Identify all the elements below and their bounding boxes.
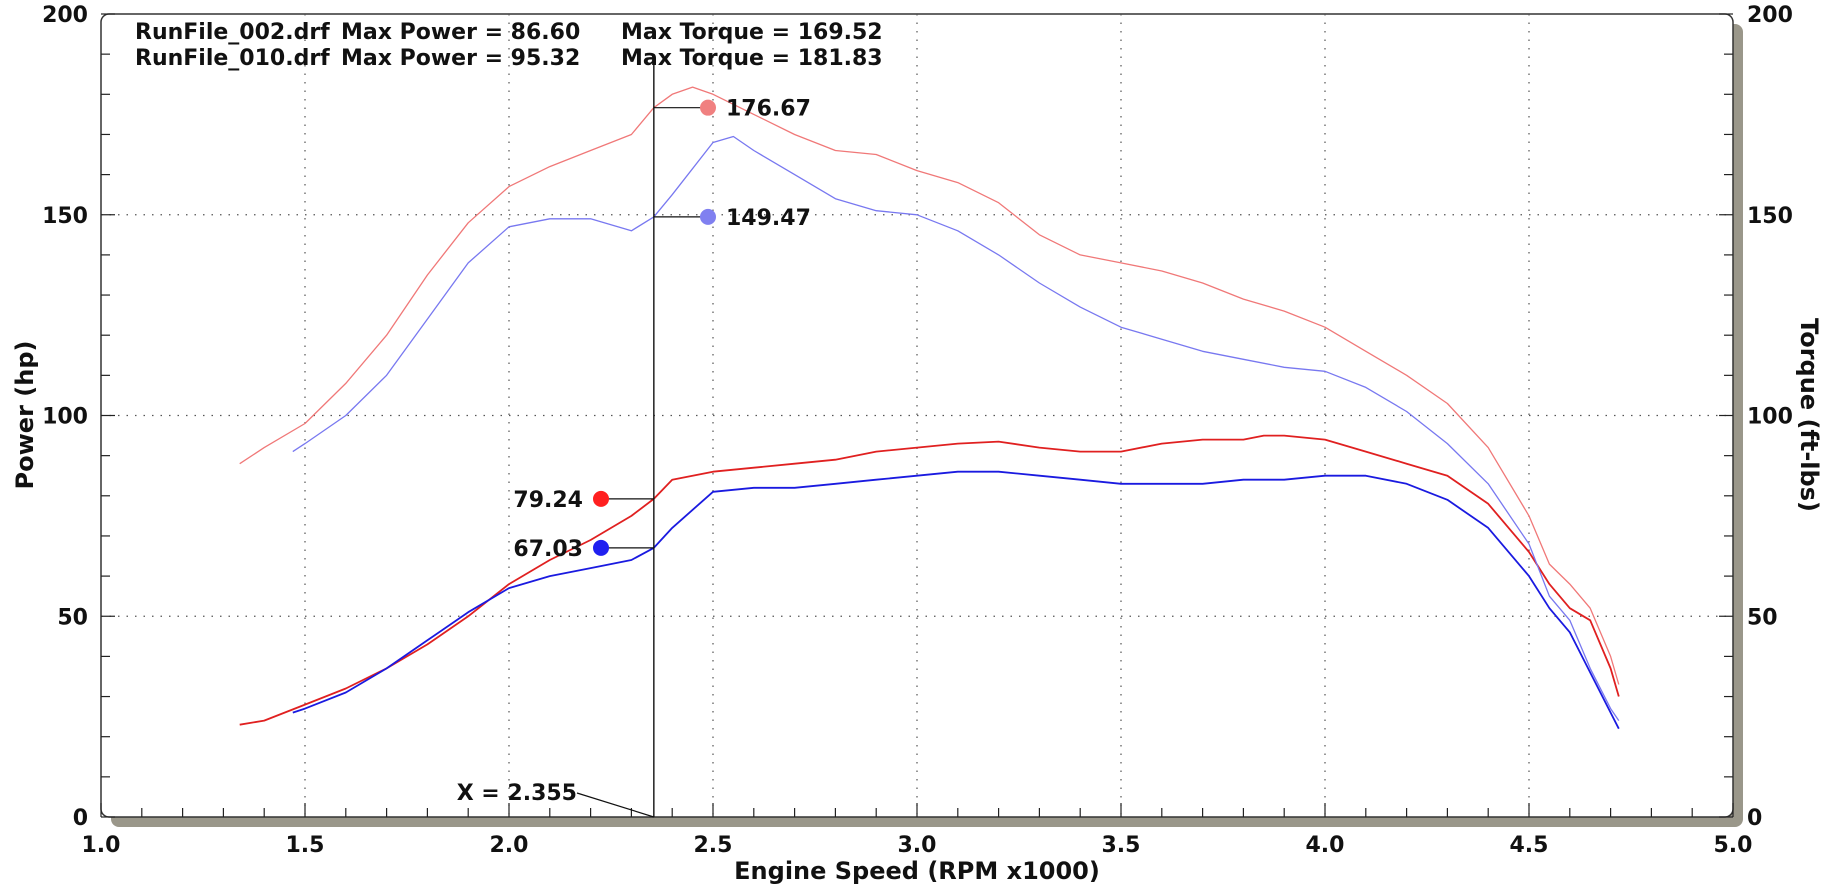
header-power-2: Max Power = 95.32 (341, 46, 580, 71)
series-line-torque_010 (239, 86, 1620, 685)
marker-dot (593, 490, 609, 507)
x-tick-label: 4.5 (1510, 833, 1549, 858)
cursor-group[interactable]: X = 2.355 (457, 62, 655, 818)
y-tick-label: 0 (73, 806, 88, 831)
series-line-torque_002 (292, 135, 1620, 721)
marker-dot (593, 539, 609, 556)
header-file-2: RunFile_010.drf (135, 46, 330, 71)
x-tick-label: 1.5 (286, 833, 325, 858)
y2-tick-label: 0 (1747, 806, 1762, 831)
y-tick-label: 100 (42, 405, 88, 430)
marker-dot (700, 208, 716, 225)
y2-tick-label: 50 (1747, 605, 1778, 630)
x-tick-label: 4.0 (1306, 833, 1345, 858)
marker-group: 176.67 149.47 79.24 67.03 (513, 97, 811, 562)
x-tick-label: 1.0 (82, 833, 121, 858)
header-torque-2: Max Torque = 181.83 (621, 46, 883, 71)
x-tick-label: 5.0 (1714, 833, 1753, 858)
marker-value-label: 67.03 (513, 537, 583, 562)
cursor-label-leader (576, 792, 655, 818)
y2-tick-label: 150 (1747, 204, 1793, 229)
y2-tick-label: 100 (1747, 405, 1793, 430)
marker-dot (700, 99, 716, 116)
x-tick-label: 3.5 (1102, 833, 1141, 858)
x-tick-label: 2.5 (694, 833, 733, 858)
marker-value-label: 79.24 (513, 488, 583, 513)
header-torque-1: Max Torque = 169.52 (621, 20, 883, 45)
header-power-1: Max Power = 86.60 (341, 20, 580, 45)
y2-axis-title: Torque (ft-lbs) (1795, 318, 1823, 512)
header-file-1: RunFile_002.drf (135, 20, 330, 45)
x-axis-title: Engine Speed (RPM x1000) (734, 857, 1100, 884)
x-tick-label: 2.0 (490, 833, 529, 858)
series-lines (239, 86, 1620, 730)
marker-value-label: 149.47 (726, 206, 811, 231)
x-tick-label: 3.0 (898, 833, 937, 858)
tick-labels: 1.0 1.5 2.0 2.5 3.0 3.5 4.0 4.5 5.00501001502000… (42, 3, 1793, 858)
y-tick-label: 200 (42, 3, 88, 28)
marker-value-label: 176.67 (726, 97, 811, 122)
y-axis-title: Power (hp) (11, 341, 39, 490)
series-line-power_002 (292, 470, 1620, 730)
y-tick-label: 50 (57, 605, 88, 630)
tick-marks (100, 13, 1734, 818)
cursor-label: X = 2.355 (457, 781, 577, 806)
y-tick-label: 150 (42, 204, 88, 229)
y2-tick-label: 200 (1747, 3, 1793, 28)
